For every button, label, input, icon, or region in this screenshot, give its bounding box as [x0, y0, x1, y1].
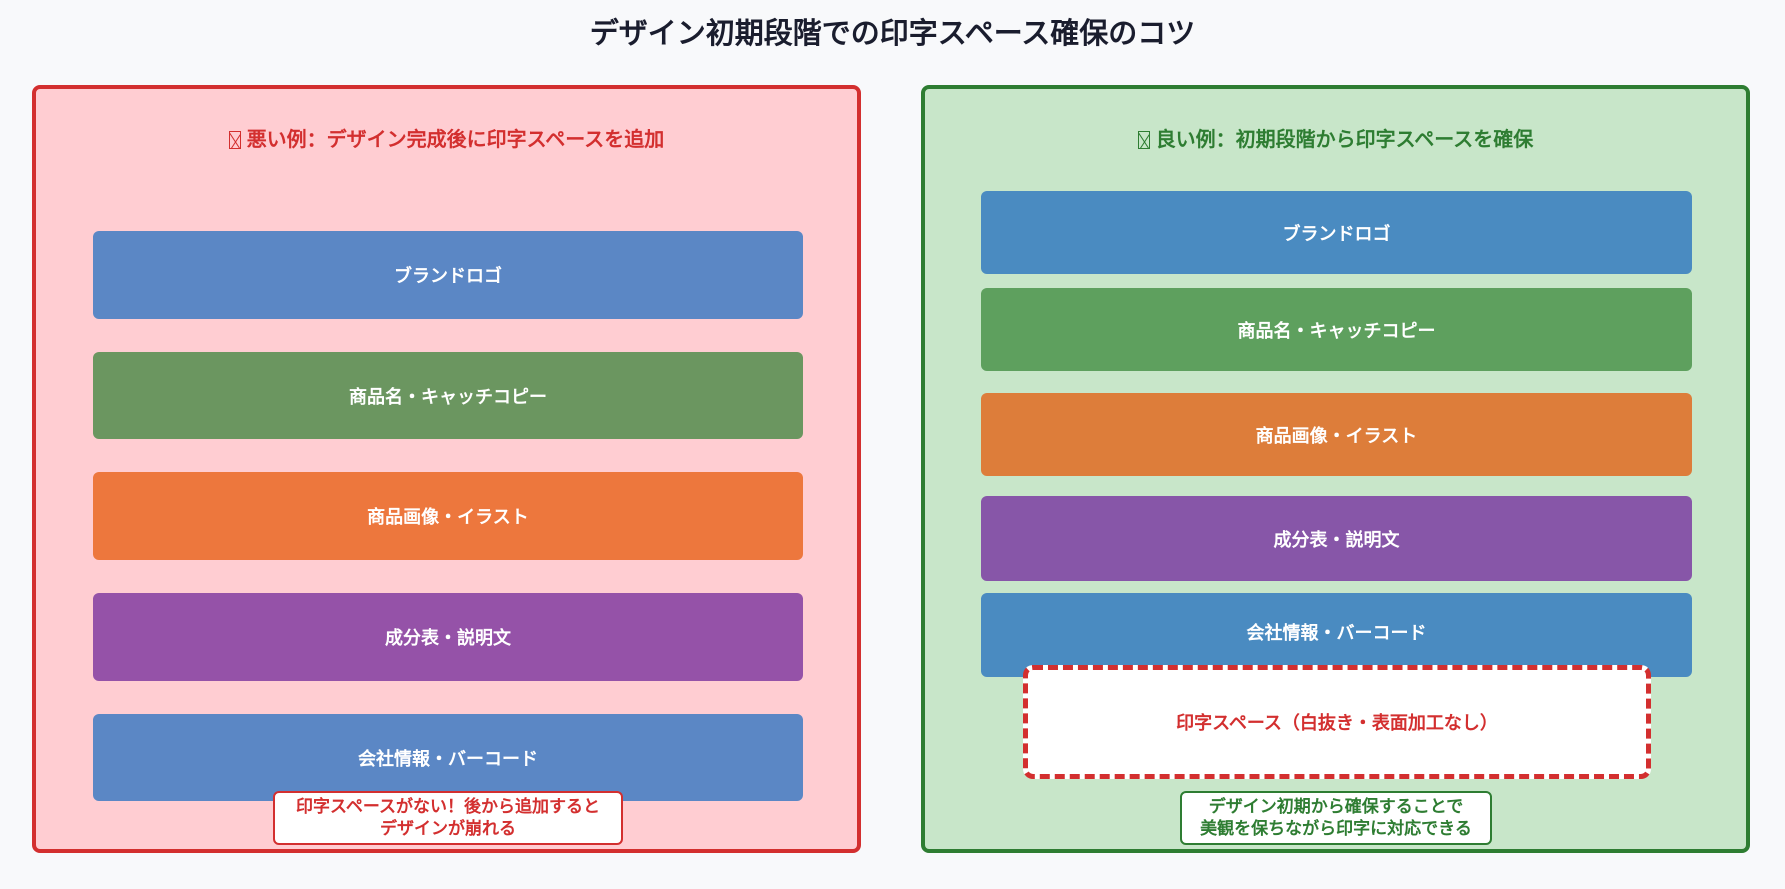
bad-box-ingredients: 成分表・説明文: [93, 593, 803, 681]
page-title: デザイン初期段階での印字スペース確保のコツ: [589, 16, 1196, 50]
bad-note-line: 印字スペースがない！後から追加すると: [296, 797, 600, 817]
bad-heading-text: 悪い例：デザイン完成後に印字スペースを追加: [246, 127, 665, 151]
print-space-area: 印字スペース（白抜き・表面加工なし）: [1023, 665, 1651, 779]
bad-box-product-name: 商品名・キャッチコピー: [93, 352, 803, 439]
bad-example-heading: 悪い例：デザイン完成後に印字スペースを追加: [36, 123, 857, 152]
missing-glyph-icon: [228, 131, 241, 149]
bad-box-product-image: 商品画像・イラスト: [93, 472, 803, 560]
good-note: デザイン初期から確保することで 美観を保ちながら印字に対応できる: [1180, 791, 1492, 845]
bad-box-brand-logo: ブランドロゴ: [93, 231, 803, 319]
good-box-product-name: 商品名・キャッチコピー: [981, 288, 1692, 371]
missing-glyph-icon: [1137, 131, 1150, 149]
good-heading-text: 良い例：初期段階から印字スペースを確保: [1155, 127, 1534, 151]
good-box-ingredients: 成分表・説明文: [981, 496, 1692, 581]
bad-box-company-info: 会社情報・バーコード: [93, 714, 803, 801]
bad-note: 印字スペースがない！後から追加すると デザインが崩れる: [273, 791, 623, 845]
good-box-product-image: 商品画像・イラスト: [981, 393, 1692, 476]
good-note-line: デザイン初期から確保することで: [1208, 797, 1464, 817]
good-example-heading: 良い例：初期段階から印字スペースを確保: [925, 123, 1746, 152]
good-box-brand-logo: ブランドロゴ: [981, 191, 1692, 274]
bad-note-line: デザインが崩れる: [380, 819, 516, 839]
good-box-company-info: 会社情報・バーコード: [981, 593, 1692, 677]
good-note-line: 美観を保ちながら印字に対応できる: [1200, 819, 1472, 839]
